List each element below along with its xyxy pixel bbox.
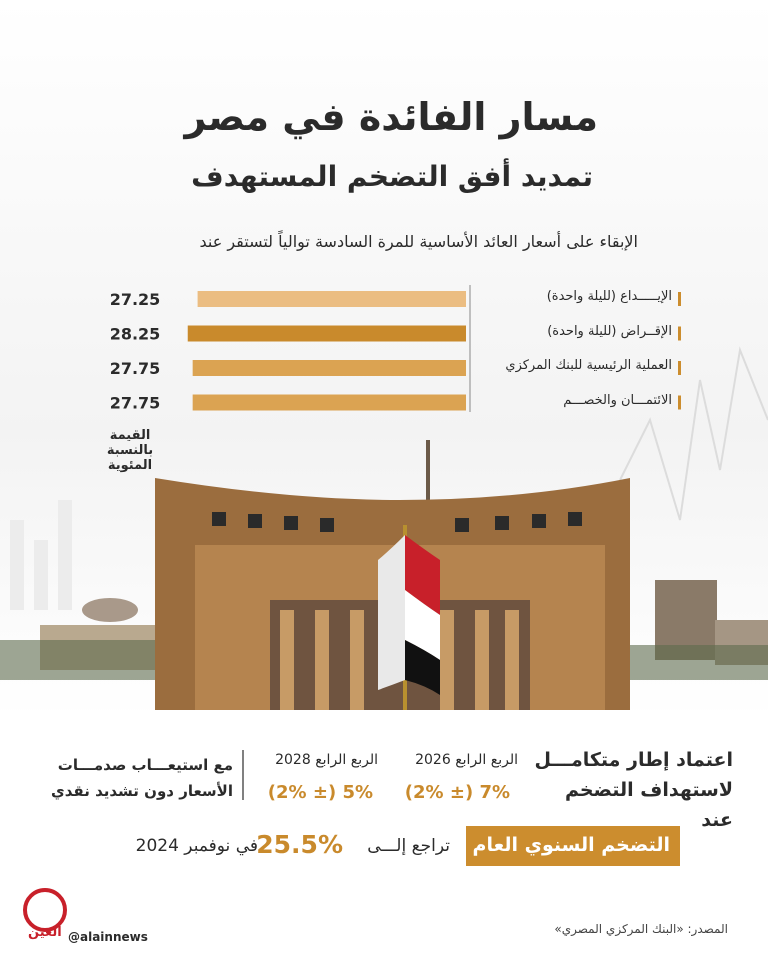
title: مسار الفائدة في مصر	[184, 95, 598, 139]
value-label: 28.25	[110, 325, 161, 344]
target-period: الربع الرابع 2028	[275, 752, 378, 768]
category-marker	[678, 361, 681, 375]
logo-ring	[23, 888, 67, 932]
category-label: الإقــراض (لليلة واحدة)	[547, 323, 672, 339]
central-bank-building	[155, 440, 630, 739]
inflation-label: التضخم السنوي العام	[472, 834, 670, 856]
bar	[187, 325, 467, 342]
framework-title: اعتماد إطار متكامـــل لاستهداف التضخم عن…	[534, 749, 734, 831]
target-value: 7% (± 2%)	[404, 782, 510, 803]
subtitle: تمديد أفق التضخم المستهدف	[191, 160, 593, 193]
city-skyline	[0, 580, 768, 680]
logo: العين	[28, 925, 62, 940]
target-period: الربع الرابع 2026	[415, 752, 518, 768]
category-label: العملية الرئيسية للبنك المركزي	[505, 358, 672, 373]
category-label: الائتمـــان والخصـــم	[563, 392, 672, 408]
value-axis-label: القيمة بالنسبة المئوية	[106, 428, 154, 473]
inflation-value: 25.5%	[256, 830, 343, 859]
inflation-date: في نوفمبر 2024	[135, 836, 258, 856]
category-label: الإيـــــداع (لليلة واحدة)	[546, 289, 672, 304]
inflation-text: تراجع إلـــى	[367, 836, 450, 856]
value-label: 27.75	[110, 359, 161, 378]
inflation-label-box	[466, 826, 680, 866]
value-label: 27.75	[110, 394, 161, 413]
background-chart	[10, 346, 768, 610]
handle: @alainnews	[68, 930, 148, 944]
framework-note: مع استيعـــاب صدمـــات الأسعار دون تشديد…	[51, 756, 233, 800]
target-value: 5% (± 2%)	[267, 782, 373, 803]
bar	[197, 291, 466, 307]
source: المصدر: «البنك المركزي المصري»	[554, 922, 728, 936]
chart-title: الإبقاء على أسعار العائد الأساسية للمرة …	[199, 232, 638, 251]
bar	[192, 394, 466, 411]
bar	[192, 360, 466, 376]
category-marker	[678, 326, 681, 341]
category-marker	[678, 292, 681, 306]
category-marker	[678, 395, 681, 410]
value-label: 27.25	[110, 290, 161, 309]
